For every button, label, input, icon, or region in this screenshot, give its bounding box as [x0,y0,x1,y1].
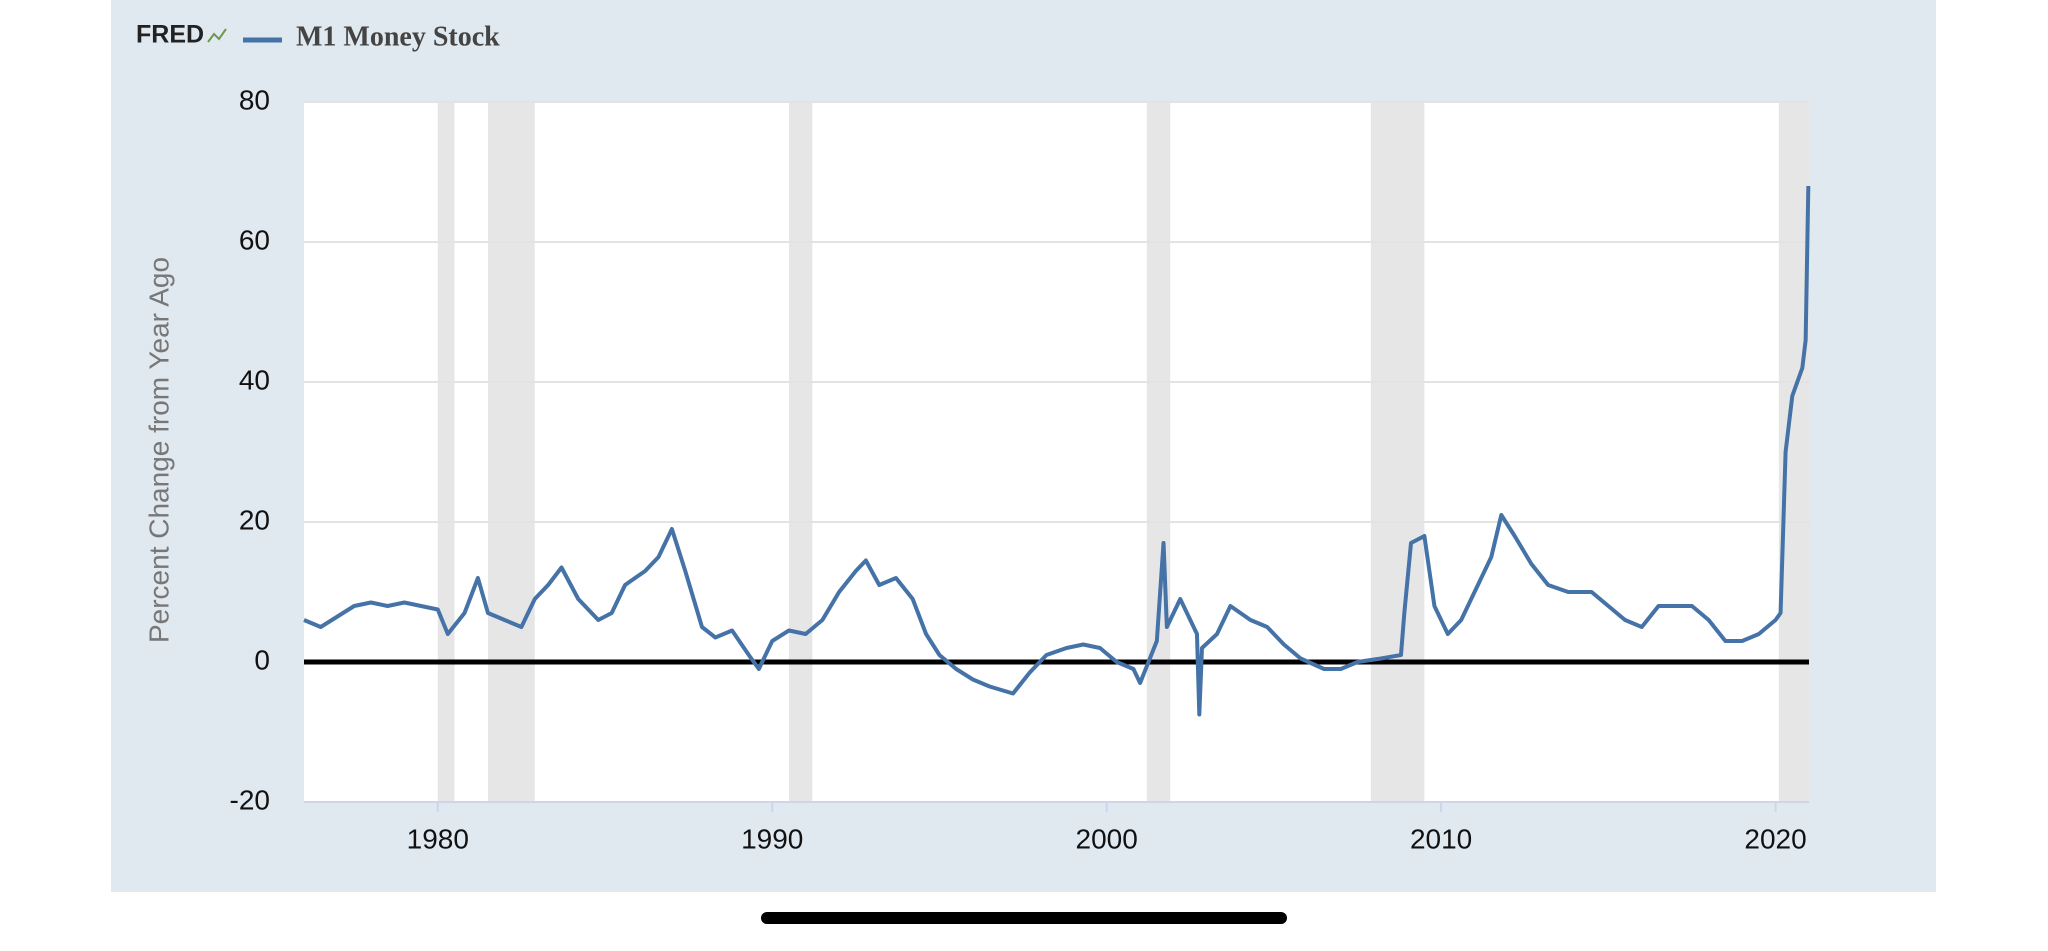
x-tick-label: 2000 [1076,823,1138,854]
data-line [303,185,1811,717]
y-tick-label: 80 [239,84,270,115]
x-tick-label: 2020 [1744,823,1806,854]
x-tick-label: 1980 [407,823,469,854]
y-tick-label: 20 [239,504,270,535]
y-axis-title: Percent Change from Year Ago [143,257,174,643]
plot-area [304,102,1809,802]
recession-band [1370,102,1425,802]
x-tick-label: 2010 [1410,823,1472,854]
home-indicator [761,912,1287,924]
legend-label: M1 Money Stock [296,21,500,52]
x-tick-label: 1990 [741,823,803,854]
recession-band [437,102,455,802]
plot: -20 0 20 40 60 80 1980 1990 2000 2010 2020 [230,84,1811,854]
recession-band [1778,102,1809,802]
y-tick-label: -20 [230,784,270,815]
y-tick-label: 0 [254,644,270,675]
recession-band [487,102,535,802]
recession-band [788,102,813,802]
brand-logo: FRED [136,21,204,49]
y-tick-label: 60 [239,224,270,255]
y-tick-label: 40 [239,364,270,395]
recession-band [1146,102,1171,802]
logo-icon [207,28,227,43]
